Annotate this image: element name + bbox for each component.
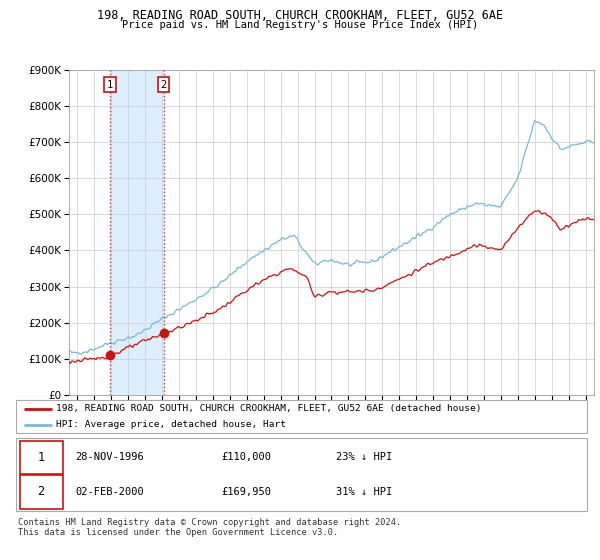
Text: 02-FEB-2000: 02-FEB-2000 [75,487,144,497]
Bar [110,70,164,395]
FancyBboxPatch shape [20,441,62,474]
Text: 23% ↓ HPI: 23% ↓ HPI [336,452,392,462]
FancyBboxPatch shape [16,438,587,511]
FancyBboxPatch shape [16,400,587,433]
Text: 2: 2 [38,486,44,498]
Text: 2: 2 [161,80,167,90]
Text: £110,000: £110,000 [221,452,271,462]
Text: 1: 1 [107,80,113,90]
Text: 198, READING ROAD SOUTH, CHURCH CROOKHAM, FLEET, GU52 6AE: 198, READING ROAD SOUTH, CHURCH CROOKHAM… [97,9,503,22]
Text: HPI: Average price, detached house, Hart: HPI: Average price, detached house, Hart [56,420,286,429]
Text: 28-NOV-1996: 28-NOV-1996 [75,452,144,462]
Text: Price paid vs. HM Land Registry's House Price Index (HPI): Price paid vs. HM Land Registry's House … [122,20,478,30]
Text: 1: 1 [38,451,44,464]
Text: £169,950: £169,950 [221,487,271,497]
FancyBboxPatch shape [20,475,62,508]
Text: 31% ↓ HPI: 31% ↓ HPI [336,487,392,497]
Text: 198, READING ROAD SOUTH, CHURCH CROOKHAM, FLEET, GU52 6AE (detached house): 198, READING ROAD SOUTH, CHURCH CROOKHAM… [56,404,482,413]
Text: Contains HM Land Registry data © Crown copyright and database right 2024.
This d: Contains HM Land Registry data © Crown c… [18,518,401,538]
